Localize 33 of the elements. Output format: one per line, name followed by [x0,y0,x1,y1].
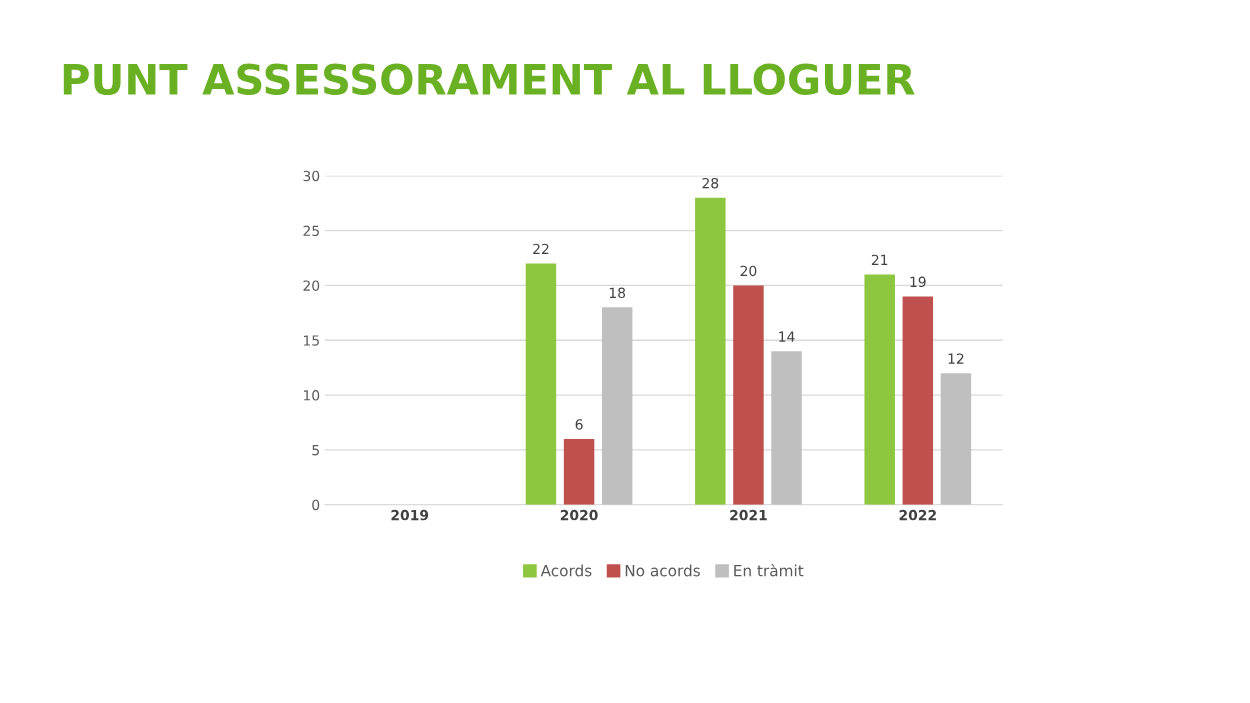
y-tick-label: 0 [312,499,320,511]
y-tick-label: 25 [303,225,319,237]
bar [940,373,972,505]
chart-title: PUNT ASSESSORAMENT AL LLOGUER [63,63,915,96]
data-label: 22 [533,243,549,255]
legend-label: En tràmit [734,563,804,577]
data-label: 20 [740,265,757,277]
x-tick-label: 2021 [730,509,767,521]
bar [695,197,726,505]
data-label: 14 [779,331,795,342]
bar [733,285,764,505]
bar [563,438,595,505]
legend-label: No acords [625,564,700,577]
y-tick-label: 10 [303,390,320,401]
x-tick-label: 2022 [899,509,936,521]
data-label: 21 [871,254,888,265]
data-label: 6 [575,419,583,430]
bar [601,307,633,505]
y-tick-label: 15 [303,335,319,346]
legend-label: Acords [540,564,592,577]
bar [525,263,557,505]
data-label: 18 [609,287,626,299]
y-tick-label: 5 [312,445,319,456]
x-tick-label: 2019 [391,509,429,521]
data-label: 12 [948,353,964,364]
bar [864,274,895,505]
data-label: 28 [702,177,719,189]
y-tick-label: 20 [303,280,320,291]
y-tick-label: 30 [303,170,320,182]
data-label: 19 [910,276,926,288]
bar [771,351,802,505]
bar [902,296,934,505]
x-tick-label: 2020 [560,509,598,521]
